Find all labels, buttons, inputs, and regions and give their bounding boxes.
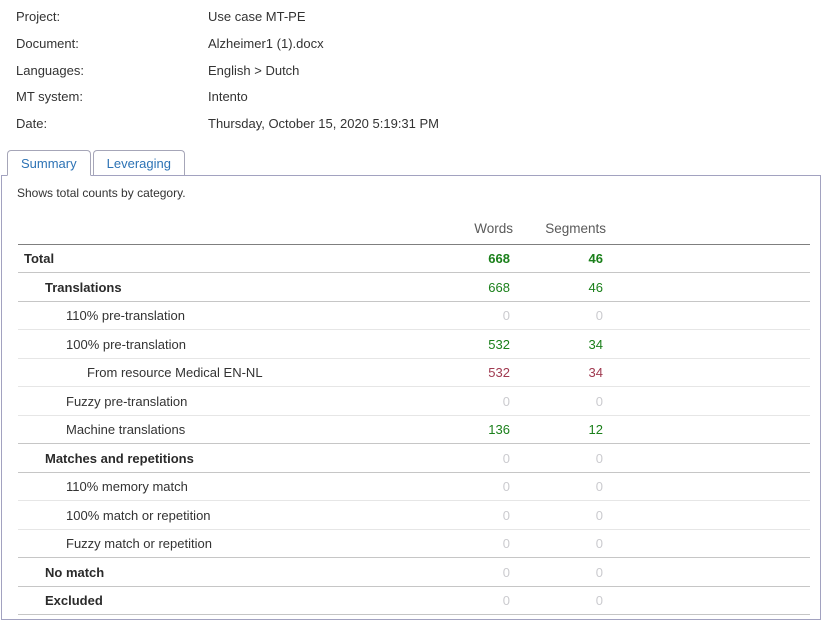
table-row: 110% memory match 0 0 bbox=[18, 472, 810, 502]
meta-value-languages: English > Dutch bbox=[208, 62, 300, 78]
meta-label: Document: bbox=[16, 35, 79, 51]
words-value-cell: 668 bbox=[422, 272, 513, 302]
segments-value-cell: 46 bbox=[513, 272, 606, 302]
segments-value-cell: 34 bbox=[513, 358, 606, 388]
table-header-row: Words Segments bbox=[18, 199, 810, 245]
table-row: Matches and repetitions 0 0 bbox=[18, 443, 810, 473]
segments-value-cell: 0 bbox=[513, 443, 606, 473]
words-value-cell: 0 bbox=[422, 472, 513, 502]
filler-cell bbox=[606, 415, 810, 445]
category-cell: No match bbox=[18, 557, 422, 587]
meta-value-date: Thursday, October 15, 2020 5:19:31 PM bbox=[208, 116, 440, 132]
meta-value-project: Use case MT-PE bbox=[208, 9, 306, 24]
filler-cell bbox=[606, 443, 810, 473]
category-cell: Translations bbox=[18, 272, 422, 302]
table-row: 110% pre-translation 0 0 bbox=[18, 301, 810, 331]
category-cell: 110% memory match bbox=[18, 472, 422, 502]
category-cell: Excluded bbox=[18, 586, 422, 616]
meta-row-mt-system: MT system: Intento bbox=[16, 89, 822, 116]
counts-table-body: Total 668 46 Translations 668 46 110% pre-tran… bbox=[18, 244, 810, 616]
category-cell: Total bbox=[18, 244, 422, 274]
segments-value-cell: 46 bbox=[513, 244, 606, 274]
words-value-cell: 0 bbox=[422, 386, 513, 416]
column-header-words: Words bbox=[422, 199, 513, 245]
filler-cell bbox=[606, 586, 810, 616]
column-header-filler bbox=[606, 199, 810, 245]
filler-cell bbox=[606, 529, 810, 559]
segments-value-cell: 34 bbox=[513, 329, 606, 359]
words-value-cell: 668 bbox=[422, 244, 513, 274]
table-row: Translations 668 46 bbox=[18, 272, 810, 302]
filler-cell bbox=[606, 557, 810, 587]
segments-value-cell: 0 bbox=[513, 586, 606, 616]
words-value-cell: 136 bbox=[422, 415, 513, 445]
meta-row-languages: Languages: English > Dutch bbox=[16, 63, 822, 90]
segments-value-cell: 0 bbox=[513, 529, 606, 559]
tab-leveraging[interactable]: Leveraging bbox=[92, 149, 185, 176]
words-value-cell: 532 bbox=[422, 329, 513, 359]
table-row: Total 668 46 bbox=[18, 244, 810, 274]
summary-panel: Shows total counts by category. Words Se… bbox=[1, 174, 821, 620]
category-cell: 100% match or repetition bbox=[18, 500, 422, 530]
table-row: 100% match or repetition 0 0 bbox=[18, 500, 810, 530]
analysis-meta: Project: Use case MT-PE Document: Alzhei… bbox=[0, 0, 822, 143]
segments-value-cell: 0 bbox=[513, 386, 606, 416]
segments-value-cell: 0 bbox=[513, 301, 606, 331]
filler-cell bbox=[606, 301, 810, 331]
category-cell: 110% pre-translation bbox=[18, 301, 422, 331]
panel-description: Shows total counts by category. bbox=[17, 185, 186, 200]
counts-table: Words Segments Total 668 46 Translations 668… bbox=[18, 199, 810, 616]
category-cell: 100% pre-translation bbox=[18, 329, 422, 359]
words-value-cell: 0 bbox=[422, 586, 513, 616]
segments-value-cell: 0 bbox=[513, 557, 606, 587]
segments-value-cell: 0 bbox=[513, 472, 606, 502]
category-cell: Fuzzy pre-translation bbox=[18, 386, 422, 416]
table-row: No match 0 0 bbox=[18, 557, 810, 587]
words-value-cell: 0 bbox=[422, 500, 513, 530]
filler-cell bbox=[606, 500, 810, 530]
meta-row-date: Date: Thursday, October 15, 2020 5:19:31… bbox=[16, 116, 822, 143]
words-value-cell: 0 bbox=[422, 557, 513, 587]
meta-label: Date: bbox=[16, 116, 48, 132]
segments-value-cell: 12 bbox=[513, 415, 606, 445]
filler-cell bbox=[606, 244, 810, 274]
table-row: Excluded 0 0 bbox=[18, 586, 810, 616]
filler-cell bbox=[606, 329, 810, 359]
meta-label: Project: bbox=[16, 9, 61, 24]
category-cell: Matches and repetitions bbox=[18, 443, 422, 473]
filler-cell bbox=[606, 272, 810, 302]
words-value-cell: 0 bbox=[422, 443, 513, 473]
table-row: 100% pre-translation 532 34 bbox=[18, 329, 810, 359]
table-row: Fuzzy match or repetition 0 0 bbox=[18, 529, 810, 559]
filler-cell bbox=[606, 472, 810, 502]
category-cell: Machine translations bbox=[18, 415, 422, 445]
table-row: Machine translations 136 12 bbox=[18, 415, 810, 445]
column-header-segments: Segments bbox=[513, 199, 606, 245]
words-value-cell: 0 bbox=[422, 301, 513, 331]
words-value-cell: 532 bbox=[422, 358, 513, 388]
meta-value-mt-system: Intento bbox=[208, 89, 248, 105]
meta-label: Languages: bbox=[16, 62, 84, 78]
tab-bar: Summary Leveraging bbox=[0, 149, 822, 176]
filler-cell bbox=[606, 386, 810, 416]
meta-value-document: Alzheimer1 (1).docx bbox=[208, 35, 324, 51]
filler-cell bbox=[606, 358, 810, 388]
words-value-cell: 0 bbox=[422, 529, 513, 559]
tab-summary[interactable]: Summary bbox=[7, 149, 91, 176]
table-row: From resource Medical EN-NL 532 34 bbox=[18, 358, 810, 388]
meta-row-document: Document: Alzheimer1 (1).docx bbox=[16, 36, 822, 63]
meta-row-project: Project: Use case MT-PE bbox=[16, 9, 822, 36]
meta-label: MT system: bbox=[16, 89, 83, 105]
category-cell: Fuzzy match or repetition bbox=[18, 529, 422, 559]
column-header-category bbox=[18, 199, 422, 245]
category-cell: From resource Medical EN-NL bbox=[18, 358, 422, 388]
table-row: Fuzzy pre-translation 0 0 bbox=[18, 386, 810, 416]
segments-value-cell: 0 bbox=[513, 500, 606, 530]
